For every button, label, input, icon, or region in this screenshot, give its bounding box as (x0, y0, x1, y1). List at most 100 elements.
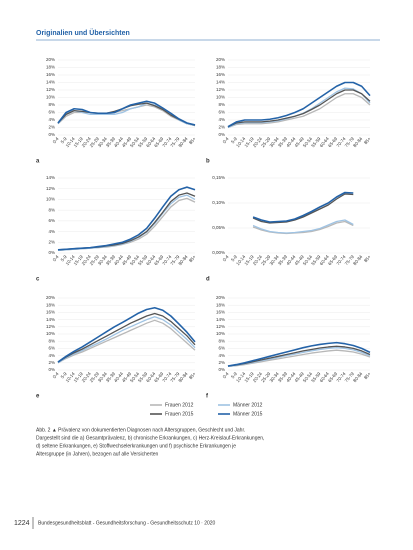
caption-line: Abb. 2 ▲ Prävalenz von dokumentierten Di… (36, 427, 245, 433)
x-tick-label: 30-34 (97, 136, 109, 148)
x-tick-label: 75-79 (169, 371, 181, 383)
y-tick-label: 4% (48, 117, 55, 122)
x-tick-label: 5-9 (230, 254, 238, 263)
x-tick-label: 70-74 (335, 371, 347, 383)
x-tick-label: 15-19 (244, 371, 256, 383)
y-tick-label: 14% (46, 175, 55, 180)
x-tick-label: 5-9 (230, 136, 238, 145)
y-tick-label: 8% (48, 338, 55, 343)
x-tick-label: 25-29 (89, 254, 101, 266)
caption-line: Altersgruppe (in Jahren), bezogen auf al… (36, 451, 159, 457)
page-number: 1224 (14, 520, 30, 527)
x-tick-label: 40-44 (113, 136, 125, 148)
x-tick-label: 15-19 (73, 371, 85, 383)
y-tick-label: 16% (216, 310, 225, 315)
y-tick-label: 20% (216, 57, 225, 62)
x-tick-label: 85+ (188, 371, 197, 380)
y-tick-label: 0% (48, 132, 55, 137)
x-tick-label: 55-59 (137, 136, 149, 148)
y-tick-label: 10% (216, 95, 225, 100)
x-tick-label: 35-39 (277, 254, 289, 266)
x-tick-label: 10-14 (235, 371, 247, 383)
series-line (227, 89, 371, 128)
y-tick-label: 18% (46, 65, 55, 70)
x-tick-label: 55-59 (137, 254, 149, 266)
x-tick-label: 80-84 (352, 371, 364, 383)
x-tick-label: 5-9 (230, 371, 238, 380)
x-tick-label: 15-19 (73, 254, 85, 266)
y-tick-label: 8% (48, 207, 55, 212)
x-tick-label: 85+ (363, 254, 372, 263)
x-tick-label: 40-44 (285, 371, 297, 383)
x-tick-label: 65-69 (327, 371, 339, 383)
journal: Bundesgesundheitsblatt - Gesundheitsfors… (38, 520, 216, 526)
x-tick-label: 25-29 (89, 371, 101, 383)
line-chart: 0% 2% 4% 6% 8% 10% 12% 14% 16% 18% 20% 0-4 5-910-141… (206, 57, 372, 164)
x-tick-label: 5-9 (60, 136, 68, 145)
x-tick-label: 80-84 (177, 136, 189, 148)
x-tick-label: 20-24 (81, 254, 93, 266)
x-tick-label: 45-49 (121, 136, 133, 148)
y-tick-label: 0,10% (212, 200, 225, 205)
series-line (57, 186, 196, 251)
x-tick-label: 20-24 (252, 371, 264, 383)
x-tick-label: 25-29 (89, 136, 101, 148)
series-line (57, 306, 196, 363)
x-tick-label: 50-54 (302, 136, 314, 148)
y-tick-label: 10% (46, 95, 55, 100)
y-tick-label: 0% (48, 367, 55, 372)
x-tick-label: 35-39 (277, 371, 289, 383)
y-tick-label: 0% (48, 250, 55, 255)
x-tick-label: 55-59 (310, 371, 322, 383)
y-tick-label: 18% (216, 302, 225, 307)
y-tick-label: 18% (46, 302, 55, 307)
y-tick-label: 2% (218, 360, 225, 365)
y-tick-label: 8% (218, 338, 225, 343)
x-tick-label: 35-39 (105, 136, 117, 148)
x-tick-label: 20-24 (81, 136, 93, 148)
x-tick-label: 60-64 (319, 136, 331, 148)
x-tick-label: 65-69 (153, 371, 165, 383)
x-tick-label: 70-74 (161, 254, 173, 266)
x-tick-label: 65-69 (327, 254, 339, 266)
y-tick-label: 12% (46, 186, 55, 191)
y-tick-label: 4% (48, 353, 55, 358)
y-tick-label: 6% (218, 346, 225, 351)
x-tick-label: 75-79 (344, 254, 356, 266)
series-line (227, 349, 371, 368)
x-tick-label: 0-4 (222, 136, 230, 145)
series-line (57, 312, 196, 363)
panel-label: d (206, 277, 210, 283)
y-tick-label: 18% (216, 65, 225, 70)
x-tick-label: 10-14 (65, 136, 77, 148)
y-tick-label: 4% (218, 117, 225, 122)
y-tick-label: 2% (48, 125, 55, 130)
x-tick-label: 80-84 (352, 254, 364, 266)
x-tick-label: 0-4 (52, 371, 60, 380)
y-tick-label: 4% (48, 229, 55, 234)
y-tick-label: 12% (216, 87, 225, 92)
x-tick-label: 60-64 (319, 371, 331, 383)
legend-label: Männer 2012 (233, 402, 263, 408)
y-tick-label: 6% (48, 346, 55, 351)
x-tick-label: 75-79 (344, 136, 356, 148)
x-tick-label: 85+ (188, 136, 197, 145)
x-tick-label: 65-69 (153, 136, 165, 148)
y-tick-label: 14% (46, 317, 55, 322)
x-tick-label: 45-49 (294, 371, 306, 383)
y-tick-label: 0% (218, 367, 225, 372)
x-tick-label: 55-59 (310, 136, 322, 148)
x-tick-label: 60-64 (319, 254, 331, 266)
x-tick-label: 80-84 (352, 136, 364, 148)
x-tick-label: 40-44 (113, 371, 125, 383)
x-tick-label: 35-39 (277, 136, 289, 148)
x-tick-label: 45-49 (294, 254, 306, 266)
y-tick-label: 2% (48, 239, 55, 244)
header-title: Originalien und Übersichten (36, 28, 130, 37)
x-tick-label: 45-49 (121, 371, 133, 383)
x-tick-label: 40-44 (285, 136, 297, 148)
line-chart: 0,00% 0,05% 0,10% 0,15% 0-4 5-910-1415-1920-2… (206, 175, 372, 282)
x-tick-label: 85+ (363, 136, 372, 145)
x-tick-label: 65-69 (327, 136, 339, 148)
